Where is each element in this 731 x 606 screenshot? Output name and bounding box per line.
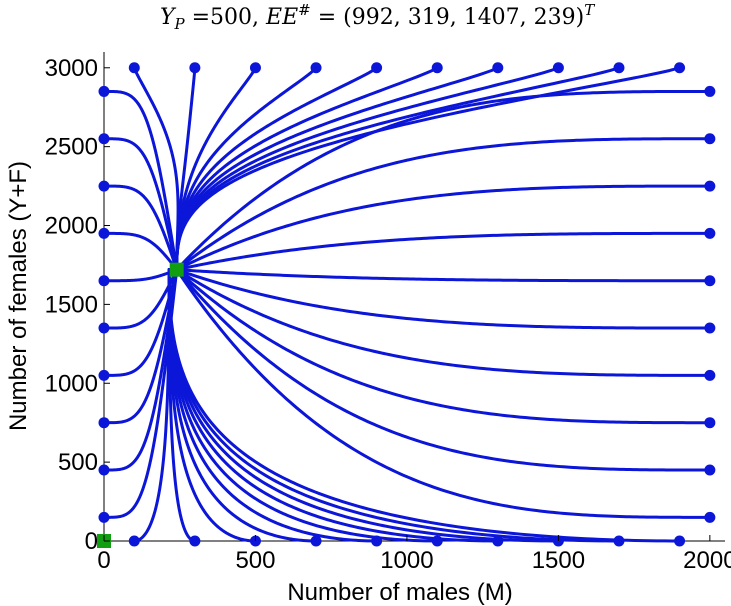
- title-mid: =500,: [185, 5, 266, 30]
- title-y-symbol: Y: [160, 5, 177, 30]
- trajectory-right-2: [175, 268, 712, 472]
- trajectory-left-10: [102, 89, 179, 272]
- x-tick-label: 1000: [380, 547, 433, 574]
- start-point-left-1: [98, 511, 110, 523]
- x-tick-label: 2000: [683, 547, 731, 574]
- start-point-left-3: [98, 417, 110, 429]
- start-point-left-9: [98, 133, 110, 145]
- x-tick-label: 0: [97, 547, 110, 574]
- start-point-top-6: [431, 62, 443, 74]
- y-axis-label: Number of females (Y+F): [5, 161, 32, 431]
- start-point-top-5: [371, 62, 383, 74]
- start-point-bottom-5: [371, 535, 383, 547]
- start-point-right-3: [704, 417, 716, 429]
- chart-title: YP =500, EE# = (992, 319, 1407, 239)T: [160, 1, 595, 33]
- title-hash-superscript: #: [298, 1, 311, 19]
- svg-text:YP =500, EE# = (992, 319, 1407: YP =500, EE# = (992, 319, 1407, 239)T: [160, 1, 595, 33]
- start-point-right-5: [704, 322, 716, 334]
- start-point-left-4: [98, 369, 110, 381]
- start-point-top-9: [613, 62, 625, 74]
- start-point-right-10: [704, 85, 716, 97]
- start-point-top-10: [674, 62, 686, 74]
- start-point-top-3: [249, 62, 261, 74]
- trajectory-left-8: [102, 184, 179, 272]
- start-point-right-7: [704, 227, 716, 239]
- trajectory-bottom-6: [167, 268, 439, 543]
- trajectory-start-points: [98, 62, 716, 547]
- start-point-left-6: [98, 275, 110, 287]
- start-point-right-4: [704, 369, 716, 381]
- start-point-top-2: [189, 62, 201, 74]
- trajectory-left-1: [102, 268, 179, 519]
- start-point-right-8: [704, 180, 716, 192]
- start-point-bottom-9: [613, 535, 625, 547]
- title-ee: EE: [265, 5, 298, 30]
- start-point-right-1: [704, 511, 716, 523]
- start-point-bottom-2: [189, 535, 201, 547]
- trajectory-lines: [102, 66, 712, 543]
- trajectory-right-1: [175, 268, 712, 519]
- y-axis-ticks: 0 500 1000 1500 2000 2500 3000: [45, 55, 110, 555]
- trajectory-left-2: [102, 268, 179, 472]
- start-point-left-5: [98, 322, 110, 334]
- x-tick-label: 500: [235, 547, 275, 574]
- title-equilibrium-values: = (992, 319, 1407, 239): [311, 5, 585, 30]
- trajectory-left-5: [102, 268, 179, 330]
- x-tick-label: 1500: [532, 547, 585, 574]
- trajectory-bottom-10: [167, 268, 682, 543]
- trajectory-right-6: [175, 268, 712, 283]
- trajectory-left-7: [102, 231, 179, 272]
- start-point-top-7: [492, 62, 504, 74]
- trajectory-left-3: [102, 268, 179, 425]
- trajectory-right-7: [175, 231, 712, 272]
- start-point-bottom-6: [431, 535, 443, 547]
- start-point-right-9: [704, 133, 716, 145]
- trajectory-top-10: [175, 66, 682, 272]
- start-point-bottom-1: [128, 535, 140, 547]
- trajectory-right-9: [175, 137, 712, 272]
- trajectory-right-4: [175, 268, 712, 377]
- start-point-bottom-7: [492, 535, 504, 547]
- y-tick-label: 500: [58, 449, 98, 476]
- title-y-subscript: P: [174, 15, 186, 33]
- x-axis-label: Number of males (M): [287, 579, 512, 606]
- start-point-left-2: [98, 464, 110, 476]
- trajectory-right-5: [175, 268, 712, 330]
- start-point-top-1: [128, 62, 140, 74]
- y-tick-label: 1500: [45, 291, 98, 318]
- start-point-bottom-4: [310, 535, 322, 547]
- y-tick-label: 1000: [45, 370, 98, 397]
- start-point-left-7: [98, 227, 110, 239]
- trajectory-right-8: [175, 184, 712, 272]
- y-tick-label: 0: [85, 528, 98, 555]
- start-point-right-2: [704, 464, 716, 476]
- start-point-right-6: [704, 275, 716, 287]
- x-axis-ticks: 0 500 1000 1500 2000: [97, 535, 731, 574]
- y-tick-label: 3000: [45, 55, 98, 82]
- trajectory-left-4: [102, 268, 179, 377]
- title-transpose-superscript: T: [584, 1, 595, 19]
- start-point-top-4: [310, 62, 322, 74]
- y-tick-label: 2500: [45, 134, 98, 161]
- trajectory-right-3: [175, 268, 712, 425]
- equilibrium-marker-2: [169, 262, 184, 277]
- trajectory-right-10: [175, 89, 712, 272]
- trajectory-left-9: [102, 137, 179, 272]
- start-point-left-10: [98, 85, 110, 97]
- trajectory-left-6: [102, 268, 179, 283]
- start-point-top-8: [552, 62, 564, 74]
- start-point-left-8: [98, 180, 110, 192]
- start-point-bottom-10: [674, 535, 686, 547]
- y-tick-label: 2000: [45, 213, 98, 240]
